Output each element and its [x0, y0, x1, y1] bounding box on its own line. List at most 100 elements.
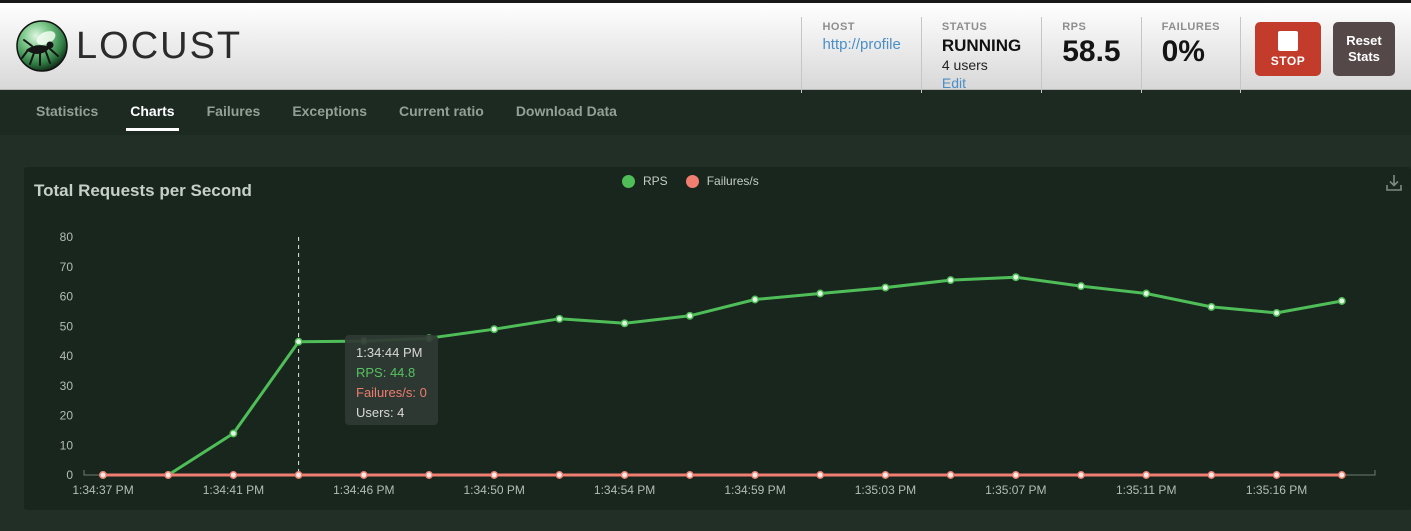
rps-value: 58.5 [1062, 35, 1121, 68]
data-point [229, 429, 238, 438]
data-point [1011, 471, 1020, 479]
legend-item-rps[interactable]: RPS [622, 174, 668, 188]
chart-title: Total Requests per Second [34, 181, 252, 200]
x-tick-label: 1:34:59 PM [724, 483, 785, 497]
data-point [99, 471, 107, 479]
data-point [1142, 289, 1151, 298]
locust-logo: LOCUST [16, 20, 242, 72]
edit-link[interactable]: Edit [941, 75, 966, 91]
data-point [685, 311, 694, 320]
download-chart-icon[interactable] [1383, 172, 1405, 194]
locust-logo-icon [16, 20, 68, 72]
data-point [1337, 297, 1346, 305]
x-tick-label: 1:35:11 PM [1116, 483, 1176, 497]
data-point [881, 471, 890, 479]
data-point [359, 337, 368, 346]
status-label: STATUS [941, 21, 988, 33]
data-point [1272, 308, 1281, 317]
data-point [490, 471, 499, 479]
stop-button[interactable]: STOP [1255, 22, 1321, 76]
active-tab-underline [126, 128, 179, 131]
data-point [751, 295, 759, 304]
nav-tab-failures[interactable]: Failures [206, 103, 261, 119]
data-point [294, 337, 303, 346]
y-tick-label: 10 [60, 438, 74, 452]
series-line-rps [101, 275, 1344, 477]
y-tick-label: 60 [60, 290, 74, 304]
legend-label: RPS [643, 174, 668, 188]
rps-label: RPS [1062, 21, 1087, 33]
rps-chart-svg[interactable]: 1:34:37 PM 1:34:41 PM 1:34:46 PM 1:34:50 PM… [24, 167, 1411, 510]
x-tick-label: 1:34:50 PM [464, 483, 525, 497]
status-value: RUNNING [941, 36, 1022, 55]
y-tick-label: 80 [60, 230, 74, 244]
data-point [490, 325, 499, 334]
nav-tab-charts[interactable]: Charts [114, 90, 190, 135]
rps-box: RPS 58.5 [1042, 17, 1142, 93]
data-point [1077, 471, 1085, 479]
data-point [620, 319, 629, 328]
legend-dot [622, 174, 635, 188]
host-link[interactable]: http://profile [822, 36, 901, 53]
legend-label: Failures/s [706, 174, 759, 188]
x-tick-label: 1:34:41 PM [203, 483, 264, 497]
rps-chart-panel: 1:34:37 PM 1:34:41 PM 1:34:46 PM 1:34:50 PM… [24, 167, 1411, 510]
y-tick-label: 70 [60, 260, 74, 274]
host-label: HOST [822, 21, 856, 33]
data-point [1142, 471, 1151, 479]
data-point [1272, 471, 1281, 479]
data-point [164, 471, 173, 479]
y-tick-label: 30 [60, 379, 74, 393]
status-box: STATUS RUNNING 4 users Edit [922, 17, 1043, 93]
status-bar: HOST http://profile STATUS RUNNING 4 use… [801, 17, 1241, 93]
failures-label: FAILURES [1161, 21, 1220, 33]
data-point [555, 471, 564, 479]
x-tick-label: 1:35:07 PM [985, 483, 1046, 497]
header: LOCUST HOST http://profile STATUS RUNNIN… [0, 3, 1411, 93]
stop-button-label: STOP [1270, 53, 1306, 68]
main-content: 1:34:37 PM 1:34:41 PM 1:34:46 PM 1:34:50 PM… [0, 135, 1411, 531]
data-point [946, 276, 955, 285]
data-point [1337, 471, 1346, 479]
failures-box: FAILURES 0% [1142, 17, 1241, 93]
nav-tab-current-ratio[interactable]: Current ratio [399, 103, 484, 119]
data-point [425, 334, 433, 343]
main-nav: Statistics Charts Failures Exceptions Curren… [0, 90, 1411, 135]
data-point [1077, 282, 1085, 291]
nav-tab-exceptions[interactable]: Exceptions [292, 103, 368, 119]
data-point [881, 283, 890, 292]
x-tick-label: 1:34:54 PM [594, 483, 655, 497]
reset-stats-button[interactable]: Reset Stats [1333, 22, 1395, 76]
legend-item-failures-s[interactable]: Failures/s [685, 174, 759, 188]
data-point [816, 289, 825, 298]
x-tick-label: 1:35:03 PM [855, 483, 916, 497]
nav-tab-download-data[interactable]: Download Data [515, 103, 617, 119]
top-border [0, 0, 1411, 3]
data-point [751, 471, 759, 479]
data-point [946, 471, 955, 479]
failures-value: 0% [1161, 35, 1205, 68]
user-count: 4 users [941, 57, 988, 73]
data-point [620, 471, 629, 479]
chart-legend: RPS Failures/s [622, 174, 759, 188]
y-tick-label: 40 [60, 349, 74, 363]
x-tick-label: 1:35:16 PM [1246, 483, 1307, 497]
x-tick-label: 1:34:37 PM [72, 483, 133, 497]
data-point [425, 471, 433, 479]
data-point [294, 471, 303, 479]
nav-tab-statistics[interactable]: Statistics [36, 103, 99, 119]
data-point [359, 471, 368, 479]
app-title: LOCUST [76, 24, 243, 67]
data-point [555, 314, 564, 323]
data-point [1207, 302, 1216, 311]
y-tick-label: 50 [60, 319, 74, 333]
y-tick-label: 0 [66, 468, 73, 482]
data-point [229, 471, 238, 479]
data-point [685, 471, 694, 479]
stop-icon [1278, 30, 1298, 51]
y-tick-label: 20 [60, 409, 74, 423]
legend-dot [685, 174, 699, 188]
data-point [1207, 471, 1216, 479]
data-point [1011, 273, 1020, 282]
x-tick-label: 1:34:46 PM [333, 483, 394, 497]
